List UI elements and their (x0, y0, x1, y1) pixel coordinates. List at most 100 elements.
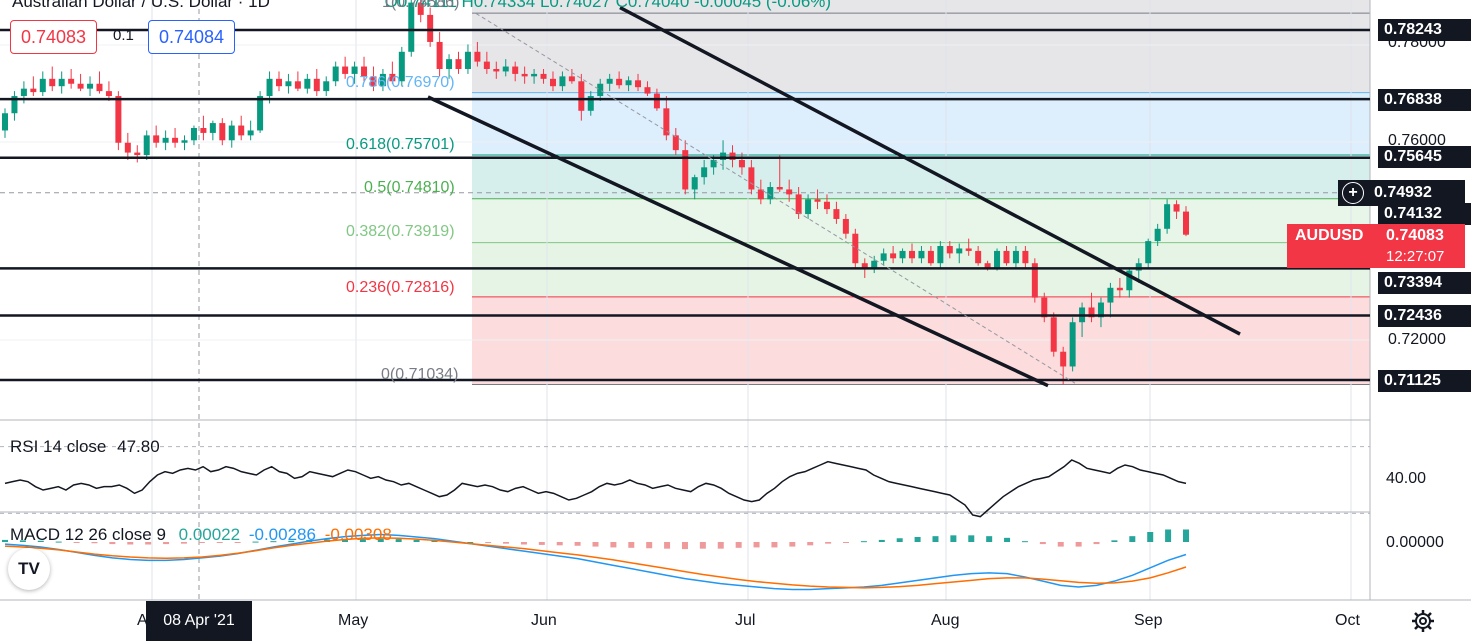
tradingview-logo[interactable]: TV (8, 548, 50, 590)
price-tick-0.72: 0.72000 (1388, 331, 1446, 348)
plus-circle-icon[interactable]: + (1342, 182, 1364, 204)
candle-body (975, 250, 982, 264)
macd-histogram-bar (431, 540, 438, 542)
candle-body (861, 263, 868, 269)
candle-body (115, 96, 122, 143)
macd-histogram-bar (163, 542, 170, 545)
macd-histogram-bar (1183, 529, 1189, 542)
candle-body (379, 73, 386, 87)
candle-body (49, 78, 56, 87)
candle-body (1031, 263, 1038, 298)
macd-histogram-bar (485, 542, 492, 543)
candle-body (956, 248, 963, 254)
candle-body (776, 187, 783, 190)
candle-body (398, 51, 405, 82)
candle-body (852, 233, 859, 264)
buy-button[interactable]: 0.74084 (148, 20, 236, 54)
macd-histogram-bar (825, 542, 832, 544)
macd-histogram-bar (1129, 536, 1136, 542)
candle-body (238, 125, 245, 136)
candle-body (521, 73, 528, 77)
candle-body (795, 194, 802, 215)
macd-histogram-bar (341, 539, 348, 542)
macd-histogram-bar (127, 542, 134, 545)
candle-body (1183, 211, 1189, 235)
candle-body (313, 78, 320, 92)
macd-histogram-bar (413, 539, 420, 542)
macd-histogram-bar (628, 542, 635, 548)
candle-body (30, 88, 37, 93)
candle-body (1069, 322, 1076, 367)
macd-histogram-bar (145, 542, 152, 545)
macd-histogram-bar (556, 542, 563, 546)
macd-histogram-bar (896, 538, 903, 542)
last-price: 0.74083 (1386, 227, 1444, 244)
macd-histogram-bar (1075, 542, 1082, 547)
macd-histogram-bar (664, 542, 671, 549)
chart-title-text: Australian Dollar / U.S. Dollar · 1D (12, 0, 270, 11)
candle-body (304, 78, 311, 89)
candle-body (446, 59, 453, 69)
candle-body (96, 83, 103, 92)
candle-body (946, 246, 953, 254)
candle-body (455, 59, 462, 69)
logo-text: TV (18, 559, 40, 578)
macd-histogram-bar (807, 542, 814, 546)
settings-gear-icon[interactable] (1410, 608, 1436, 634)
sell-button[interactable]: 0.74083 (10, 20, 98, 54)
macd-histogram-bar (467, 542, 474, 543)
candle-body (464, 51, 471, 69)
countdown: 12:27:07 (1386, 248, 1445, 265)
candle-body (587, 96, 594, 111)
macd-axis-tick: 0.00000 (1386, 534, 1444, 551)
fib-label-0: 0(0.71034) (381, 366, 459, 383)
price-tick-0.76: 0.76000 (1388, 132, 1446, 149)
macd-histogram-bar (986, 536, 993, 542)
candle-body (285, 81, 292, 87)
chart-title: Australian Dollar / U.S. Dollar · 1D O0.… (12, 0, 831, 12)
candle-body (625, 80, 632, 86)
candle-body (927, 250, 934, 264)
candle-body (549, 78, 556, 87)
macd-histogram-bar (270, 541, 277, 543)
candle-body (644, 87, 651, 94)
macd-histogram-bar (860, 541, 867, 543)
candle-body (105, 91, 112, 97)
macd-histogram-bar (681, 542, 688, 550)
macd-histogram-bar (843, 542, 850, 543)
candle-body (257, 96, 264, 131)
fib-zone (472, 92, 1370, 155)
fib-label-05: 0.5(0.74810) (364, 179, 455, 196)
macd-histogram-bar (1057, 542, 1064, 547)
candle-body (294, 81, 301, 89)
candle-body (493, 68, 500, 72)
candle-body (474, 51, 481, 62)
macd-histogram-bar (252, 541, 259, 543)
candle-body (124, 142, 131, 153)
symbol-label: AUDUSD (1295, 227, 1364, 244)
candle-body (209, 123, 216, 133)
fib-zone (472, 198, 1370, 243)
candle-body (1041, 297, 1048, 318)
candle-body (1126, 270, 1133, 291)
macd-histogram-bar (878, 539, 885, 542)
candle-body (1050, 317, 1057, 352)
candle-body (578, 81, 585, 111)
macd-histogram-bar (198, 542, 205, 543)
candle-body (389, 73, 396, 82)
candle-body (965, 248, 972, 251)
candle-body (1164, 204, 1171, 229)
macd-histogram-bar (735, 542, 742, 548)
candle-body (361, 66, 368, 77)
candle-body (417, 2, 424, 15)
candle-body (228, 125, 235, 141)
macd-histogram-bar (699, 542, 706, 549)
x-label-oct: Oct (1335, 612, 1360, 629)
rsi-axis-tick: 40.00 (1386, 470, 1427, 487)
candle-body (823, 201, 830, 210)
candle-body (370, 76, 377, 87)
fib-label-0786: 0.786(0.76970) (346, 74, 455, 91)
candle-body (597, 83, 604, 97)
rsi-value: 47.80 (117, 437, 160, 456)
